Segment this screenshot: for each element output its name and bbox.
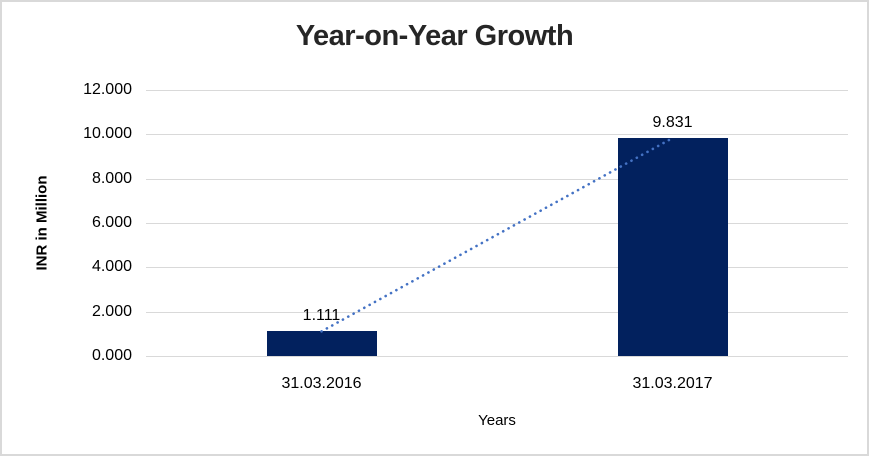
y-tick-label: 8.000 bbox=[91, 169, 132, 187]
bar bbox=[266, 331, 377, 356]
y-tick-label: 4.000 bbox=[91, 258, 132, 276]
gridline bbox=[146, 134, 848, 136]
trendline-svg bbox=[320, 136, 674, 333]
trendline bbox=[320, 136, 674, 333]
data-label: 9.831 bbox=[652, 114, 693, 132]
x-tick-label: 31.03.2016 bbox=[281, 375, 362, 392]
gridline bbox=[146, 311, 848, 313]
y-tick-label: 0.000 bbox=[91, 347, 132, 364]
gridline bbox=[146, 90, 848, 91]
y-tick-label: 2.000 bbox=[91, 302, 132, 320]
gridline bbox=[146, 267, 848, 269]
plot-area bbox=[146, 90, 848, 357]
y-tick-label: 12.000 bbox=[83, 81, 132, 98]
y-tick-label: 6.000 bbox=[91, 214, 132, 231]
y-tick-label: 10.000 bbox=[83, 125, 132, 143]
gridline bbox=[146, 178, 848, 180]
bar bbox=[617, 138, 728, 356]
chart-title: Year-on-Year Growth bbox=[295, 20, 574, 52]
x-axis-title: Years bbox=[478, 412, 516, 429]
x-tick-label: 31.03.2017 bbox=[632, 375, 713, 392]
data-label: 1.111 bbox=[302, 307, 341, 325]
gridline bbox=[146, 223, 848, 224]
